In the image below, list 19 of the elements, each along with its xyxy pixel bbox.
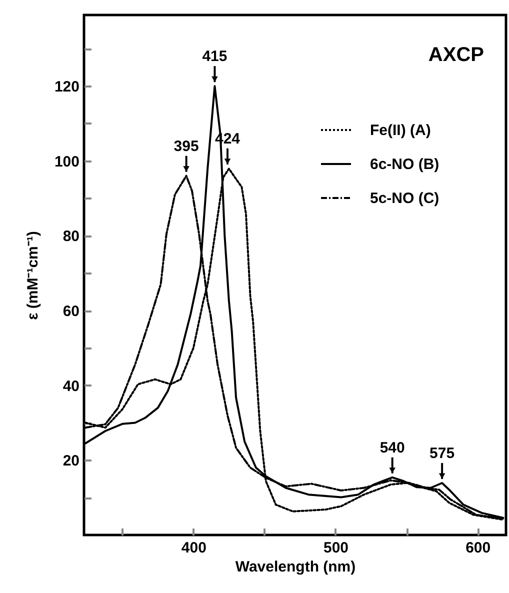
y-tick-label: 80 xyxy=(62,228,80,246)
legend-label: 6c-NO (B) xyxy=(370,156,440,173)
annotation: 415 xyxy=(202,48,228,66)
y-tick-label: 40 xyxy=(62,378,80,395)
annotation: 575 xyxy=(430,445,455,462)
annotation: 540 xyxy=(380,439,405,456)
x-axis-title: Wavelength (nm) xyxy=(235,558,356,576)
y-tick-label: 20 xyxy=(62,452,80,470)
x-tick-label: 500 xyxy=(323,540,349,556)
x-tick-label: 600 xyxy=(466,540,491,556)
y-tick-label: 100 xyxy=(54,153,80,170)
annotation: 395 xyxy=(174,138,199,155)
legend-label: 5c-NO (C) xyxy=(370,190,440,207)
y-axis-title: ε (mM⁻¹cm⁻¹) xyxy=(24,231,42,320)
legend-label: Fe(II) (A) xyxy=(370,122,431,139)
y-tick-label: 120 xyxy=(54,78,80,96)
y-tick-label: 60 xyxy=(62,303,80,320)
x-tick-label: 400 xyxy=(181,540,206,556)
text: AXCP xyxy=(428,44,484,66)
